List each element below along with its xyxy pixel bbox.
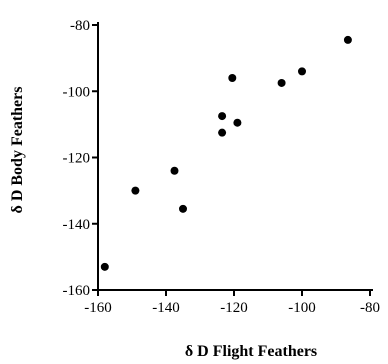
y-axis-title: δ D Body Feathers (9, 87, 26, 214)
y-tick-label: -120 (63, 151, 91, 167)
x-tick-label: -160 (84, 300, 112, 316)
y-tick-label: -80 (70, 18, 90, 34)
data-point (277, 78, 286, 87)
data-point (179, 204, 187, 213)
x-tick-label: -120 (220, 300, 248, 316)
ticks: -160 -140 -120 -100 -80 -80 -100 -120 -140 -160 (63, 18, 381, 316)
y-tick-label: -140 (63, 217, 91, 233)
x-tick-label: -80 (360, 300, 380, 316)
x-tick-label: -100 (288, 300, 316, 316)
data-point (170, 166, 179, 175)
y-tick-label: -100 (63, 84, 91, 100)
x-axis-title: δ D Flight Feathers (185, 343, 317, 360)
data-point (233, 118, 242, 127)
data-point (228, 74, 237, 82)
x-tick-label: -140 (152, 300, 180, 316)
data-points (100, 35, 352, 271)
data-point (218, 128, 227, 137)
y-tick-label: -160 (63, 283, 91, 299)
data-point (131, 186, 140, 195)
axes (97, 22, 373, 291)
data-point (100, 262, 109, 271)
data-point (343, 35, 352, 44)
data-point (218, 112, 227, 121)
data-point (298, 67, 306, 76)
